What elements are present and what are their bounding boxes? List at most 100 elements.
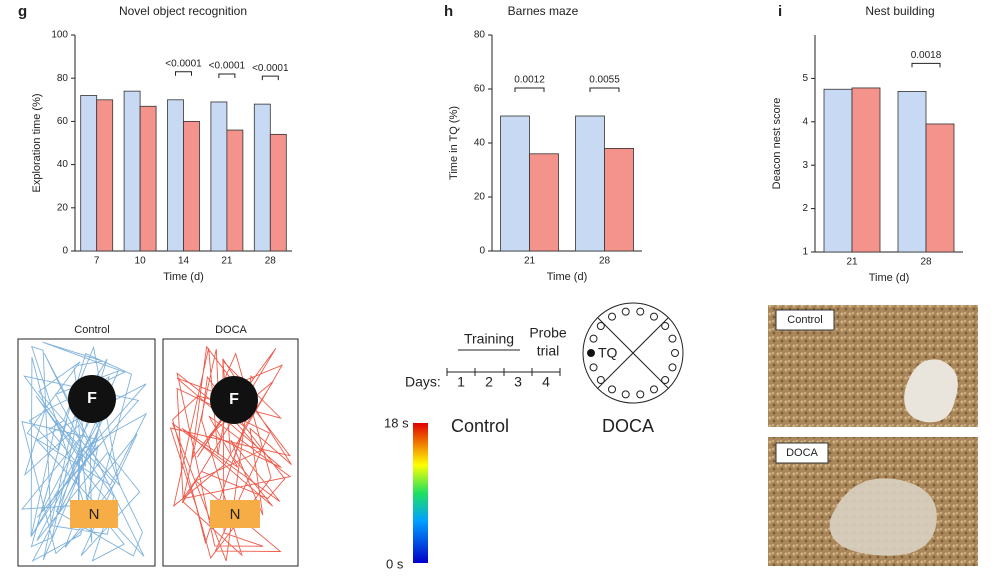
chart-title: Barnes maze [508,4,579,18]
hole [650,312,658,321]
y-tick-label: 60 [57,116,69,127]
novel-object [210,500,260,528]
y-tick-label: 5 [802,73,808,84]
hole [661,322,670,331]
bar [167,99,184,252]
hole [661,375,670,384]
panel-letter: h [444,3,453,20]
probe-label: trial [537,343,560,359]
bar [253,103,271,252]
y-axis-label: Time in TQ (%) [448,106,460,180]
x-tick-label: 14 [178,256,190,267]
x-tick-label: 28 [920,257,932,268]
x-axis-label: Time (d) [163,271,204,283]
hole [636,307,645,316]
significance-bracket [261,75,279,81]
barnes-schematic: Training Probe trial Days: 1 2 3 4 TQ [405,302,684,404]
track-label: Control [74,324,109,336]
bar [823,88,853,253]
hole [596,322,605,331]
x-tick-label: 7 [94,256,100,267]
hole [668,363,677,372]
x-tick-label: 21 [221,256,233,267]
bar [604,147,634,252]
hole [668,334,677,343]
food-label: F [229,391,239,408]
day: 4 [542,374,550,390]
hole [621,390,630,399]
day: 2 [485,374,493,390]
hole [621,307,630,316]
scale-max: 18 s [384,415,409,430]
novel-label: N [230,506,241,523]
maze [582,302,684,404]
bar [139,105,157,252]
heatmap-label: Control [451,416,509,436]
probe-label: Probe [529,325,567,341]
nest-photos: Control DOCA [768,305,978,566]
tracks [21,341,292,563]
target-hole [587,349,595,357]
food-object [68,375,116,423]
food-label: F [87,390,97,407]
x-tick-label: 10 [135,256,147,267]
x-axis-label: Time (d) [547,271,588,283]
quadrant-lines [597,317,669,389]
hole [650,385,658,394]
nest [904,359,958,423]
bar [500,115,530,252]
y-tick-label: 3 [802,160,808,171]
y-tick-label: 80 [474,30,486,41]
heatmap-label: DOCA [602,416,654,436]
scale-min: 0 s [386,556,404,571]
significance-bracket [175,71,192,76]
bar [269,133,287,252]
y-tick-label: 60 [474,84,486,95]
x-axis-label: Time (d) [869,272,910,284]
y-tick-label: 1 [802,247,808,258]
training-label: Training [464,331,514,347]
photo-label: Control [787,314,822,326]
novel-label: N [89,506,100,523]
heatmaps: 18 s 0 s Control DOCA [384,415,654,571]
hole [608,312,616,321]
p-value: <0.0001 [209,61,246,72]
days-label: Days: [405,374,441,390]
hole [671,349,679,357]
nest [829,478,937,556]
bar [226,129,244,252]
hole [636,390,645,399]
hole [589,363,598,372]
significance-bracket [514,87,545,92]
y-tick-label: 20 [57,202,69,213]
y-axis-label: Exploration time (%) [31,93,43,192]
bar [183,121,200,252]
day: 3 [514,374,522,390]
y-tick-label: 80 [57,73,69,84]
bar [210,101,228,252]
x-tick-label: 21 [846,257,858,268]
panel-letter: g [18,3,27,20]
x-tick-label: 21 [524,256,536,267]
photo-label-box [775,309,835,331]
photo-label-box [775,442,829,464]
y-axis-label: Deacon nest score [771,98,783,190]
y-tick-label: 40 [57,159,69,170]
p-value: <0.0001 [252,63,289,74]
x-tick-label: 28 [599,256,611,267]
p-value: 0.0018 [911,50,942,61]
novel-object [70,500,118,528]
track [21,341,148,563]
p-value: 0.0055 [589,75,620,86]
target-label: TQ [598,345,618,361]
track-label: DOCA [215,324,247,336]
y-tick-label: 40 [474,138,486,149]
bar [897,91,927,253]
y-tick-label: 4 [802,116,808,127]
y-tick-label: 2 [802,203,808,214]
bar [529,153,559,252]
p-value: <0.0001 [165,58,202,69]
hole [589,334,598,343]
tracking: Control DOCA F F N N [17,324,299,567]
